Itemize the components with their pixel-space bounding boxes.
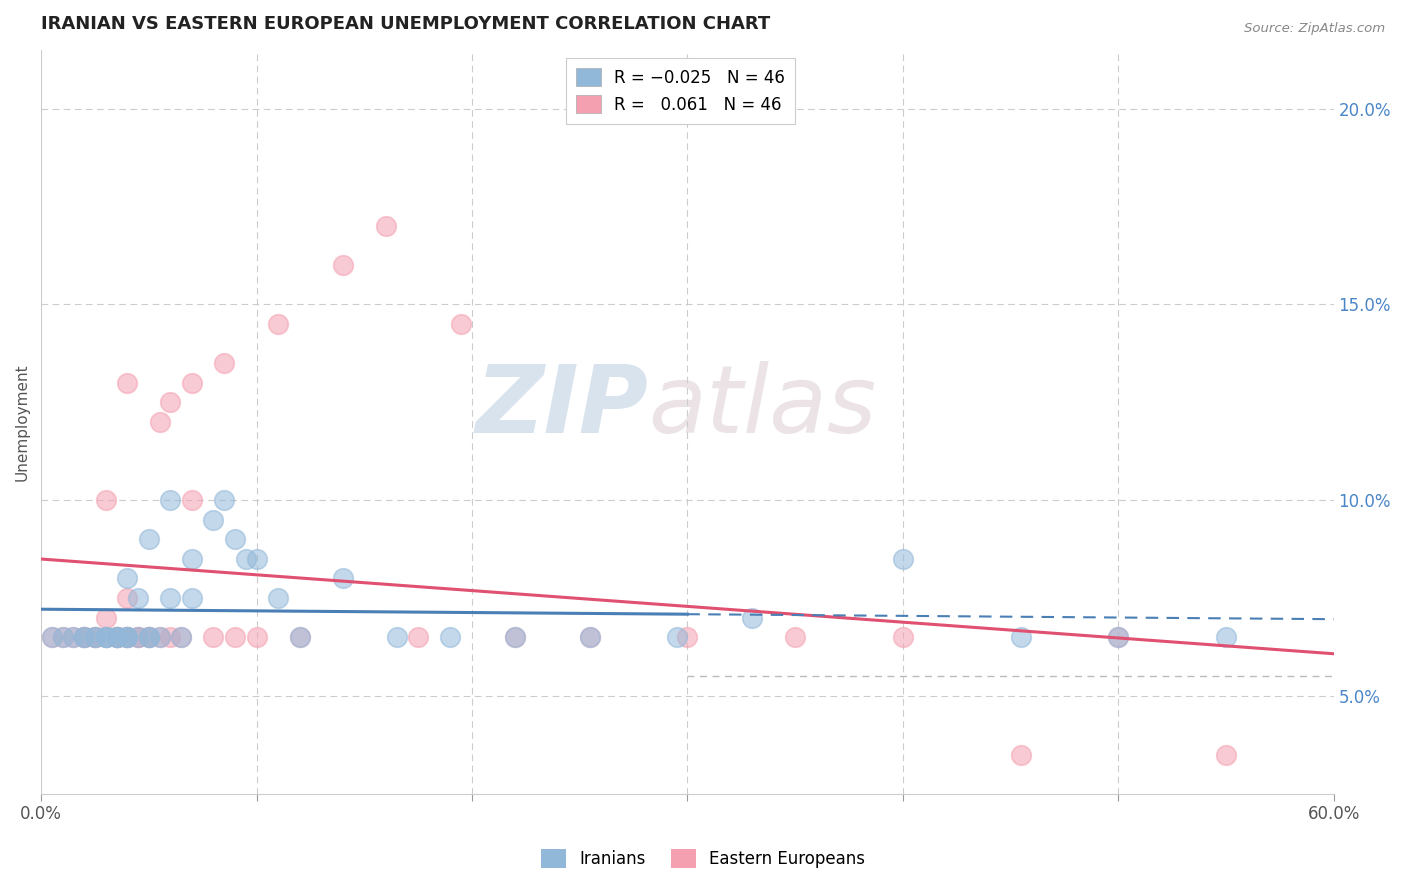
Point	[73, 630, 96, 644]
Point	[127, 591, 149, 605]
Point	[94, 610, 117, 624]
Point	[579, 630, 602, 644]
Point	[105, 630, 128, 644]
Point	[138, 630, 160, 644]
Point	[117, 630, 139, 644]
Point	[1010, 630, 1032, 644]
Point	[159, 630, 181, 644]
Legend: R = −0.025   N = 46, R =   0.061   N = 46: R = −0.025 N = 46, R = 0.061 N = 46	[567, 58, 796, 124]
Point	[117, 630, 139, 644]
Point	[245, 630, 267, 644]
Point	[138, 532, 160, 546]
Point	[159, 395, 181, 409]
Point	[127, 630, 149, 644]
Point	[73, 630, 96, 644]
Point	[117, 571, 139, 585]
Point	[41, 630, 63, 644]
Point	[127, 630, 149, 644]
Point	[676, 630, 699, 644]
Point	[1215, 747, 1237, 762]
Point	[212, 493, 235, 508]
Point	[94, 493, 117, 508]
Y-axis label: Unemployment: Unemployment	[15, 363, 30, 481]
Point	[891, 551, 914, 566]
Point	[439, 630, 461, 644]
Point	[105, 630, 128, 644]
Point	[149, 630, 172, 644]
Point	[385, 630, 408, 644]
Point	[267, 591, 290, 605]
Point	[73, 630, 96, 644]
Point	[94, 630, 117, 644]
Text: Source: ZipAtlas.com: Source: ZipAtlas.com	[1244, 22, 1385, 36]
Point	[117, 376, 139, 390]
Point	[52, 630, 75, 644]
Point	[170, 630, 193, 644]
Point	[117, 630, 139, 644]
Point	[117, 630, 139, 644]
Point	[84, 630, 107, 644]
Point	[105, 630, 128, 644]
Point	[84, 630, 107, 644]
Point	[202, 513, 225, 527]
Point	[41, 630, 63, 644]
Point	[94, 630, 117, 644]
Point	[180, 376, 202, 390]
Text: ZIP: ZIP	[475, 361, 648, 453]
Point	[127, 630, 149, 644]
Point	[149, 415, 172, 429]
Point	[374, 219, 396, 233]
Point	[224, 532, 246, 546]
Point	[180, 551, 202, 566]
Point	[105, 630, 128, 644]
Point	[503, 630, 526, 644]
Point	[138, 630, 160, 644]
Point	[235, 551, 257, 566]
Point	[202, 630, 225, 644]
Text: atlas: atlas	[648, 361, 877, 452]
Point	[62, 630, 84, 644]
Point	[579, 630, 602, 644]
Point	[117, 591, 139, 605]
Point	[180, 493, 202, 508]
Point	[73, 630, 96, 644]
Point	[1107, 630, 1129, 644]
Point	[332, 571, 354, 585]
Point	[159, 493, 181, 508]
Point	[1215, 630, 1237, 644]
Point	[1010, 747, 1032, 762]
Point	[117, 630, 139, 644]
Point	[149, 630, 172, 644]
Point	[1107, 630, 1129, 644]
Point	[94, 630, 117, 644]
Legend: Iranians, Eastern Europeans: Iranians, Eastern Europeans	[534, 843, 872, 875]
Point	[159, 591, 181, 605]
Point	[212, 356, 235, 370]
Point	[741, 610, 763, 624]
Point	[332, 258, 354, 272]
Point	[267, 317, 290, 331]
Point	[503, 630, 526, 644]
Point	[138, 630, 160, 644]
Point	[105, 630, 128, 644]
Point	[224, 630, 246, 644]
Point	[406, 630, 429, 644]
Point	[170, 630, 193, 644]
Point	[84, 630, 107, 644]
Point	[891, 630, 914, 644]
Point	[94, 630, 117, 644]
Point	[288, 630, 311, 644]
Point	[180, 591, 202, 605]
Point	[138, 630, 160, 644]
Point	[62, 630, 84, 644]
Point	[84, 630, 107, 644]
Point	[288, 630, 311, 644]
Point	[245, 551, 267, 566]
Point	[105, 630, 128, 644]
Point	[52, 630, 75, 644]
Point	[783, 630, 806, 644]
Text: IRANIAN VS EASTERN EUROPEAN UNEMPLOYMENT CORRELATION CHART: IRANIAN VS EASTERN EUROPEAN UNEMPLOYMENT…	[41, 15, 770, 33]
Point	[665, 630, 688, 644]
Point	[450, 317, 472, 331]
